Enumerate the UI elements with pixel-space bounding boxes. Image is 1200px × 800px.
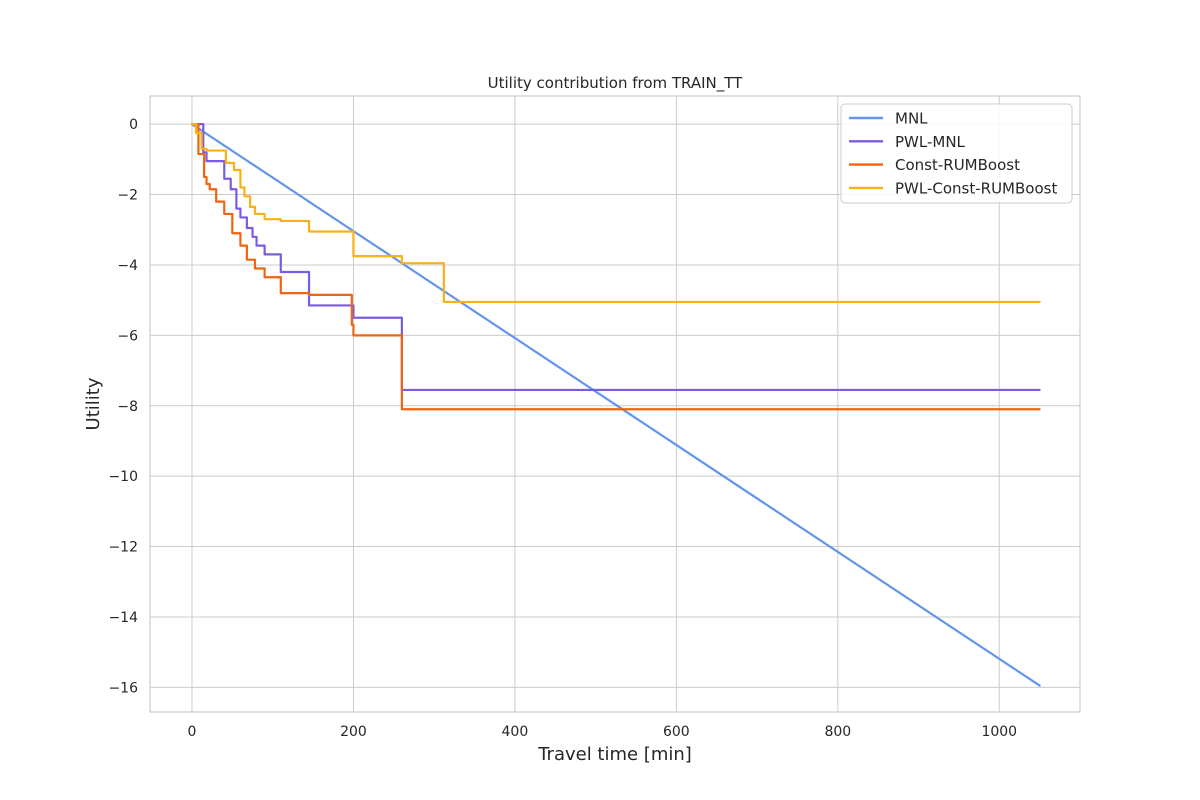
legend-label-pwl-mnl: PWL-MNL [895,133,966,151]
y-tick-labels: 0 −2 −4 −6 −8 −10 −12 −14 −16 [108,117,138,696]
series-line-const-rumboost [190,123,1041,411]
legend-label-const-rumboost: Const-RUMBoost [895,156,1020,174]
x-tick-label: 800 [824,724,851,740]
y-tick-label: −10 [108,469,138,485]
series-line-pwl-mnl [190,123,1041,392]
y-tick-label: −14 [108,610,138,626]
y-tick-label: −8 [117,399,138,415]
chart-title: Utility contribution from TRAIN_TT [488,74,744,93]
y-tick-label: −4 [117,258,138,274]
series-line-mnl [190,123,1041,687]
x-tick-labels: 0 200 400 600 800 1000 [188,724,1018,740]
series-line-pwl-const-rumboost [190,123,1041,304]
x-tick-label: 600 [663,724,690,740]
x-axis-label: Travel time [min] [537,744,692,765]
x-tick-label: 400 [502,724,529,740]
series-layer [190,123,1041,687]
y-tick-label: 0 [129,117,138,133]
y-tick-label: −12 [108,540,138,556]
y-tick-label: −6 [117,328,138,344]
legend-label-pwl-const-rumboost: PWL-Const-RUMBoost [895,179,1057,197]
grid [150,96,1080,712]
legend: MNL PWL-MNL Const-RUMBoost PWL-Const-RUMBoo… [840,103,1073,204]
plot-frame [149,95,1081,713]
x-tick-label: 0 [188,724,197,740]
y-axis-label: Utility [83,377,104,430]
y-tick-label: −16 [108,680,138,696]
legend-label-mnl: MNL [895,110,928,128]
x-tick-label: 1000 [981,724,1017,740]
x-tick-label: 200 [340,724,367,740]
y-tick-label: −2 [117,188,138,204]
legend-box [840,103,1073,204]
